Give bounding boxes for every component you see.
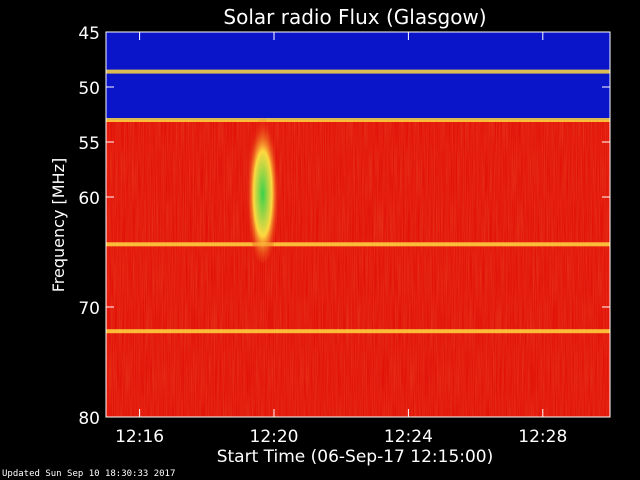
y-tick-label: 55 <box>78 134 100 154</box>
y-tick-label: 60 <box>78 189 100 209</box>
x-tick-label: 12:24 <box>384 427 433 447</box>
radio-burst <box>245 109 280 263</box>
y-axis: 45 50 55 60 70 80 <box>78 24 610 429</box>
frequency-band-0 <box>106 32 610 120</box>
y-tick-label: 50 <box>78 79 100 99</box>
updated-timestamp: Updated Sun Sep 10 18:30:33 2017 <box>2 469 176 479</box>
x-tick-label: 12:28 <box>518 427 567 447</box>
x-tick-label: 12:20 <box>250 427 299 447</box>
y-tick-label: 80 <box>78 409 100 429</box>
interference-line-3 <box>106 329 610 334</box>
interference-line-1 <box>106 118 610 122</box>
x-tick-label: 12:16 <box>115 427 164 447</box>
spectrogram-texture <box>106 120 610 417</box>
interference-line-0 <box>106 69 610 74</box>
x-axis-label: Start Time (06-Sep-17 12:15:00) <box>217 447 494 467</box>
plot-frame <box>105 31 611 418</box>
chart-title: Solar radio Flux (Glasgow) <box>223 5 486 29</box>
x-axis: 12:16 12:20 12:24 12:28 <box>115 32 567 447</box>
y-axis-label: Frequency [MHz] <box>49 158 68 292</box>
y-tick-label: 45 <box>78 24 100 44</box>
plot-area <box>106 32 610 417</box>
interference-line-2 <box>106 242 610 247</box>
y-tick-label: 70 <box>78 299 100 319</box>
